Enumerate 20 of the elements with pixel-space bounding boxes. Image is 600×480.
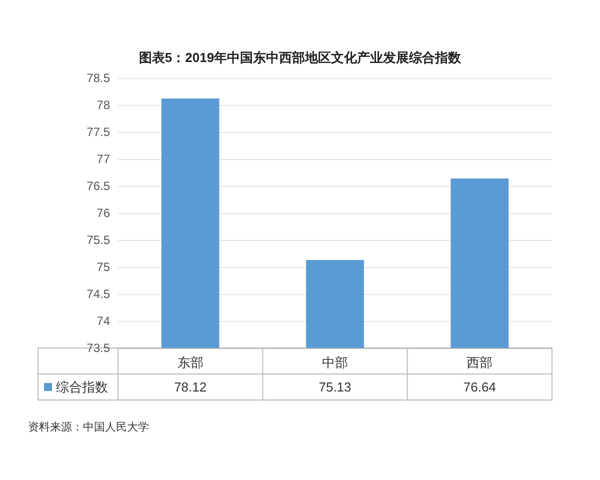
y-tick-label: 74.5 xyxy=(86,287,110,301)
chart-title: 图表5：2019年中国东中西部地区文化产业发展综合指数 xyxy=(138,50,462,65)
y-tick-label: 77.5 xyxy=(86,125,110,139)
y-tick-label: 74 xyxy=(96,314,110,328)
x-tick-label: 西部 xyxy=(466,355,493,370)
x-tick-label: 东部 xyxy=(177,355,204,370)
y-tick-label: 73.5 xyxy=(86,341,110,355)
text: 资料来源：中国人民大学 xyxy=(28,420,149,434)
y-tick-label: 78.5 xyxy=(86,71,110,85)
y-tick-label: 78 xyxy=(96,98,110,112)
data-label: 75.13 xyxy=(318,380,352,394)
legend-label: 综合指数 xyxy=(56,380,108,394)
y-tick-label: 76.5 xyxy=(86,179,110,193)
data-label: 78.12 xyxy=(174,380,207,394)
x-tick-label: 中部 xyxy=(322,355,348,370)
y-tick-label: 75 xyxy=(96,260,110,274)
data-label: 76.64 xyxy=(463,380,496,394)
y-tick-label: 77 xyxy=(96,152,110,166)
y-tick-label: 75.5 xyxy=(86,233,110,247)
y-tick-label: 76 xyxy=(96,206,110,220)
